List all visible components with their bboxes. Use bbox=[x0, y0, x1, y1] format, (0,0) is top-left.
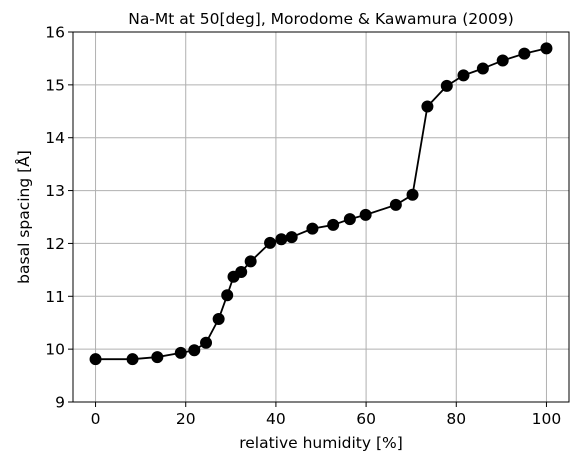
data-point bbox=[244, 255, 257, 268]
data-point bbox=[457, 69, 470, 82]
data-point bbox=[306, 222, 319, 235]
y-tick-label: 14 bbox=[45, 129, 65, 147]
x-tick-label: 100 bbox=[532, 410, 562, 428]
data-point bbox=[221, 289, 234, 302]
axis-ticks: 0 20 40 60 80 100 9 10 11 12 13 14 15 16 bbox=[45, 24, 561, 429]
data-point bbox=[496, 54, 509, 67]
data-point bbox=[235, 265, 248, 278]
y-tick-label: 12 bbox=[45, 235, 65, 253]
y-axis-label: basal spacing [Å] bbox=[14, 150, 33, 284]
x-tick-label: 60 bbox=[356, 410, 376, 428]
chart-title: Na-Mt at 50[deg], Morodome & Kawamura (2… bbox=[128, 10, 514, 28]
y-tick-label: 9 bbox=[55, 394, 65, 412]
data-point bbox=[151, 351, 164, 364]
data-point bbox=[126, 353, 139, 366]
data-point bbox=[440, 79, 453, 92]
x-tick-label: 40 bbox=[266, 410, 286, 428]
data-point bbox=[518, 47, 531, 60]
data-point bbox=[200, 336, 213, 349]
data-point bbox=[343, 213, 356, 226]
x-tick-label: 0 bbox=[91, 410, 101, 428]
data-point bbox=[389, 198, 402, 211]
y-tick-label: 10 bbox=[45, 341, 65, 359]
data-series-group bbox=[89, 42, 553, 366]
data-point bbox=[285, 231, 298, 244]
x-tick-label: 20 bbox=[176, 410, 196, 428]
y-tick-label: 13 bbox=[45, 182, 65, 200]
y-tick-label: 15 bbox=[45, 76, 65, 94]
x-tick-label: 80 bbox=[446, 410, 466, 428]
data-point bbox=[421, 100, 434, 113]
data-point bbox=[327, 218, 340, 231]
data-point bbox=[476, 62, 489, 75]
y-tick-label: 11 bbox=[45, 288, 65, 306]
data-point bbox=[174, 346, 187, 359]
x-axis-label: relative humidity [%] bbox=[239, 434, 403, 452]
plot-frame bbox=[72, 31, 570, 403]
data-point bbox=[359, 208, 372, 221]
data-point bbox=[212, 313, 225, 326]
data-point bbox=[188, 344, 201, 357]
data-point bbox=[540, 42, 553, 55]
y-tick-label: 16 bbox=[45, 24, 65, 42]
data-point bbox=[89, 353, 102, 366]
data-point bbox=[406, 188, 419, 201]
data-point bbox=[264, 236, 277, 249]
data-point bbox=[275, 233, 288, 246]
